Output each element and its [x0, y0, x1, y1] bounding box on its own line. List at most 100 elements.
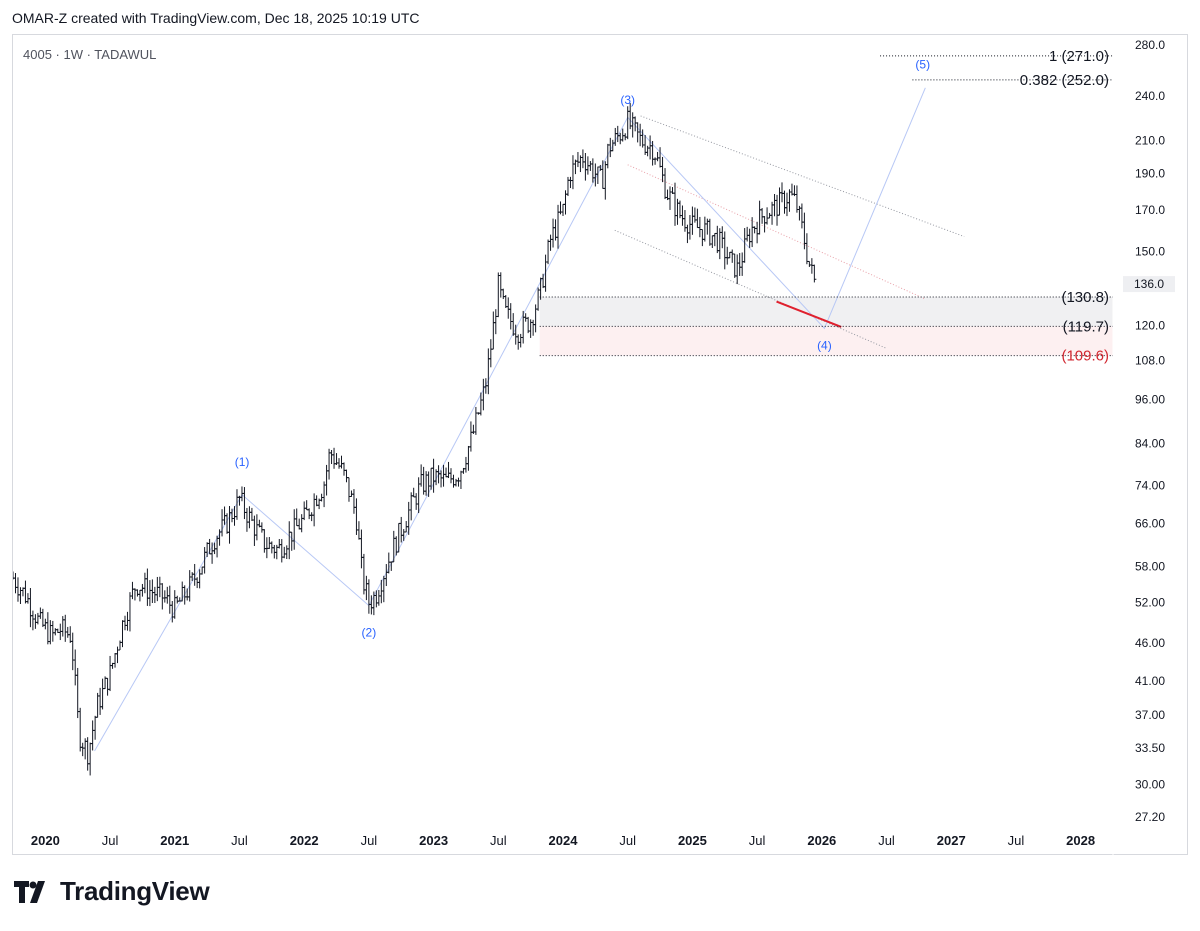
- ohlc-bar: [259, 522, 264, 533]
- price-tick-label: 150.0: [1135, 245, 1165, 259]
- ohlc-bar: [324, 464, 329, 496]
- ohlc-bar: [85, 737, 90, 771]
- ohlc-bar: [302, 501, 307, 521]
- ohlc-bar: [794, 185, 799, 213]
- ohlc-bar: [38, 607, 43, 619]
- price-tick-label: 280.0: [1135, 38, 1165, 52]
- ohlc-bar: [473, 406, 478, 435]
- ohlc-bar: [546, 239, 551, 265]
- ohlc-bar: [200, 566, 205, 575]
- ohlc-bar: [804, 233, 809, 265]
- ohlc-bar: [600, 160, 605, 189]
- ohlc-bar: [732, 253, 737, 278]
- channel-mid-line: [627, 164, 926, 300]
- time-axis-label: 2022: [290, 833, 319, 848]
- ohlc-bar: [468, 421, 473, 452]
- ohlc-bar: [105, 677, 110, 696]
- ohlc-bar: [453, 478, 458, 487]
- ohlc-bar: [613, 127, 618, 146]
- ohlc-bar: [421, 466, 426, 495]
- ohlc-bar: [409, 492, 414, 521]
- ohlc-bar: [735, 254, 740, 285]
- ohlc-bar: [232, 506, 237, 526]
- ohlc-bar: [458, 470, 463, 489]
- ohlc-bar: [175, 595, 180, 604]
- ohlc-bar: [264, 537, 269, 559]
- ohlc-bar: [366, 579, 371, 614]
- time-axis-label: Jul: [231, 833, 248, 848]
- ohlc-bar: [556, 204, 561, 249]
- ohlc-bar: [531, 319, 536, 336]
- ohlc-bar: [730, 249, 735, 263]
- ohlc-bar: [63, 614, 68, 642]
- ohlc-bar: [277, 539, 282, 549]
- ohlc-bar: [43, 618, 48, 630]
- ohlc-bar: [207, 538, 212, 555]
- ohlc-bar: [150, 579, 155, 603]
- ohlc-bar: [446, 461, 451, 479]
- price-chart[interactable]: 280.0 240.0 210.0 190.0 170.0 150.0 120.0 108.0…: [13, 35, 1189, 856]
- ohlc-bar: [252, 515, 257, 546]
- ohlc-bar: [663, 168, 668, 200]
- ohlc-bar: [120, 620, 125, 648]
- wave-label: (1): [235, 455, 250, 469]
- ohlc-bar: [536, 287, 541, 311]
- fib-level-label: (119.7): [1063, 318, 1109, 335]
- ohlc-bar: [710, 235, 715, 248]
- ohlc-bar: [583, 152, 588, 181]
- ohlc-bar: [745, 226, 750, 242]
- ohlc-bar: [15, 577, 20, 602]
- ohlc-bar: [23, 580, 28, 604]
- ohlc-bar: [508, 303, 513, 330]
- chart-panel[interactable]: 280.0 240.0 210.0 190.0 170.0 150.0 120.0 108.0…: [12, 34, 1189, 856]
- price-tick-label: 27.20: [1135, 810, 1165, 824]
- ohlc-bar: [28, 588, 33, 628]
- price-tick-label: 66.00: [1135, 516, 1165, 530]
- ohlc-bar: [160, 583, 165, 610]
- price-tick-label: 30.00: [1135, 778, 1165, 792]
- ohlc-bar: [157, 576, 162, 598]
- ohlc-bar: [456, 477, 461, 487]
- price-tick-label: 37.00: [1135, 708, 1165, 722]
- time-axis-label: Jul: [749, 833, 766, 848]
- ohlc-bar: [561, 203, 565, 217]
- ohlc-bar: [100, 678, 105, 710]
- ohlc-bar: [304, 500, 309, 511]
- ohlc-bar: [309, 512, 314, 522]
- ohlc-bar: [130, 581, 135, 600]
- time-axis-label: 2021: [160, 833, 189, 848]
- time-axis-label: 2020: [31, 833, 60, 848]
- ohlc-bar: [707, 218, 712, 246]
- ohlc-bar: [722, 231, 727, 270]
- current-price-tag: [1123, 276, 1175, 293]
- ohlc-bar: [650, 140, 655, 166]
- ohlc-bar: [40, 608, 45, 628]
- ohlc-bar: [379, 579, 384, 604]
- ohlc-bar: [419, 464, 424, 487]
- channel-lower-line: [614, 229, 887, 349]
- time-axis-label: Jul: [878, 833, 895, 848]
- price-tick-label: 170.0: [1135, 203, 1165, 217]
- ohlc-bar: [339, 455, 344, 469]
- ohlc-bar: [538, 277, 543, 300]
- fib-level-label: (109.6): [1061, 348, 1109, 365]
- ohlc-bar: [346, 477, 351, 502]
- ohlc-bar: [262, 529, 267, 553]
- ohlc-bar: [220, 509, 225, 537]
- time-axis-label: 2023: [419, 833, 448, 848]
- ohlc-bar: [645, 145, 650, 157]
- ohlc-bar: [180, 581, 185, 602]
- ohlc-bar: [75, 667, 80, 719]
- time-axis-label: 2025: [678, 833, 707, 848]
- ohlc-bar: [361, 553, 366, 595]
- ohlc-bar: [496, 272, 501, 318]
- tradingview-wordmark: TradingView: [60, 876, 210, 906]
- ohlc-bar: [215, 535, 220, 558]
- elliott-wave-path: [94, 87, 926, 752]
- price-tick-label: 108.0: [1135, 353, 1165, 367]
- price-tick-label: 46.00: [1135, 636, 1165, 650]
- ohlc-bar: [573, 159, 578, 175]
- ohlc-bar: [672, 182, 677, 226]
- price-tick-label: 210.0: [1135, 133, 1165, 147]
- ohlc-bar: [648, 135, 653, 160]
